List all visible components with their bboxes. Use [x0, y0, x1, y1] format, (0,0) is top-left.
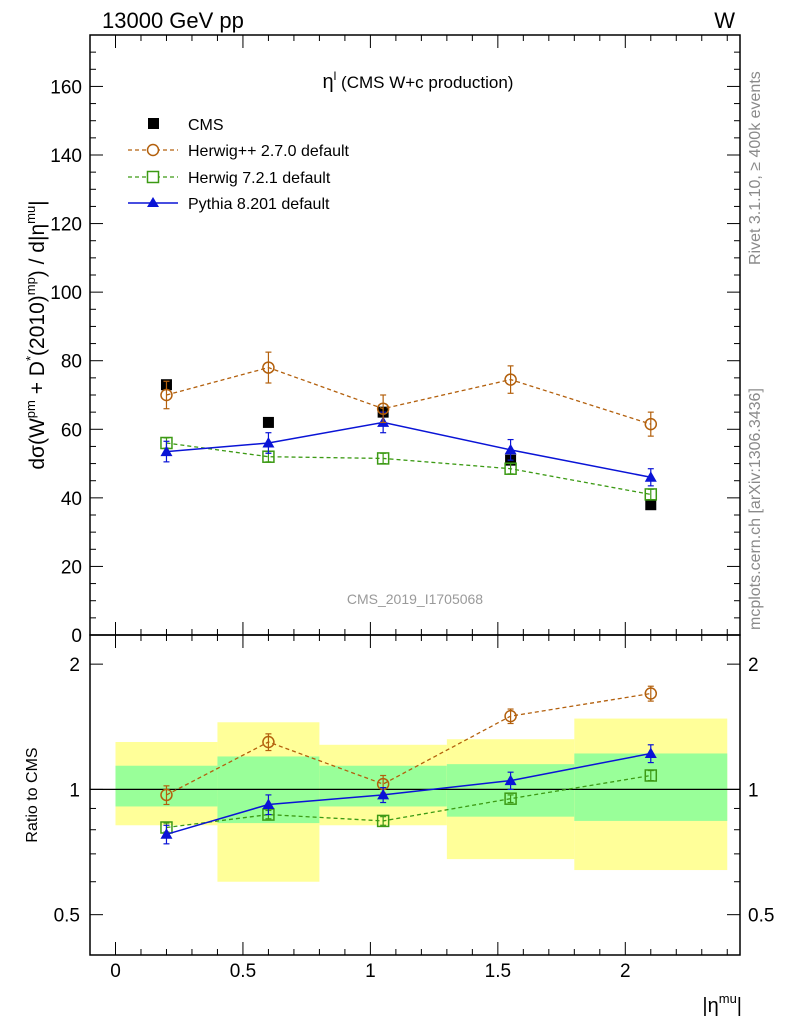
main-point-herwigpp [262, 361, 275, 374]
ratio-point-herwigpp [504, 709, 517, 723]
ratio-point-herwigpp [262, 735, 275, 749]
legend-label-herwig7: Herwig 7.2.1 default [188, 170, 331, 187]
y-tick-label: 80 [61, 352, 82, 373]
main-point-pythia [262, 437, 275, 448]
main-line-pythia [166, 421, 651, 479]
ratio-point-pythia [644, 747, 657, 758]
header-process-label: W [714, 8, 735, 33]
main-point-herwigpp [504, 373, 517, 386]
y-tick-label: 160 [50, 77, 82, 98]
legend-marker-pythia [147, 197, 159, 207]
ratio-point-pythia [504, 774, 517, 786]
x-tick-label: 2 [620, 961, 631, 982]
legend-marker-cms [148, 118, 159, 129]
x-tick-label: 0 [110, 961, 121, 982]
y-tick-label: 60 [61, 420, 82, 441]
y-tick-label: 120 [50, 215, 82, 236]
main-y-axis-label: dσ(Wpm + D*(2010)mp) / d|ηmu| [23, 200, 49, 469]
analysis-watermark: CMS_2019_I1705068 [347, 591, 483, 607]
legend-label-cms: CMS [188, 117, 224, 134]
main-line-herwigpp [166, 366, 651, 425]
side-label-mcplots: mcplots.cern.ch [arXiv:1306.3436] [747, 388, 764, 630]
ratio-y-tick-label: 0.5 [54, 906, 80, 927]
ratio-point-pythia [160, 828, 173, 839]
side-label-rivet: Rivet 3.1.10, ≥ 400k events [747, 71, 764, 265]
ratio-y-tick-label: 2 [69, 655, 80, 676]
main-point-herwigpp [644, 417, 658, 431]
ratio-line-herwigpp [166, 692, 651, 796]
main-point-pythia [644, 471, 657, 482]
ratio-y-tick-label-right: 2 [748, 655, 759, 676]
ratio-y-tick-label: 1 [69, 780, 80, 801]
legend-label-herwigpp: Herwig++ 2.7.0 default [188, 143, 350, 160]
plot-title: ηl (CMS W+c production) [323, 69, 514, 93]
ratio-y-axis-label: Ratio to CMS [24, 747, 41, 842]
main-point-herwig7 [644, 488, 658, 501]
x-axis-label: |ηmu| [702, 991, 742, 1017]
x-tick-label: 1 [365, 961, 376, 982]
ratio-point-pythia [377, 788, 390, 800]
legend: CMS Herwig++ 2.7.0 default Herwig 7.2.1 … [128, 117, 350, 213]
uncertainty-band-inner [574, 753, 728, 821]
x-tick-label: 0.5 [230, 961, 256, 982]
main-point-cms [262, 416, 274, 428]
ratio-plot-frame [89, 634, 741, 956]
y-tick-label: 140 [50, 146, 82, 167]
main-line-herwig7 [166, 442, 651, 496]
main-point-herwigpp [376, 402, 390, 415]
main-point-pythia [504, 443, 517, 455]
main-point-herwig7 [504, 462, 517, 475]
y-tick-label: 20 [61, 557, 82, 578]
ratio-point-herwigpp [160, 788, 173, 802]
main-point-herwigpp [160, 388, 173, 402]
ratio-point-herwig7 [376, 814, 390, 828]
main-point-pythia [160, 445, 173, 457]
y-tick-label: 100 [50, 283, 82, 304]
ratio-point-herwig7 [644, 769, 658, 782]
y-tick-label: 40 [61, 489, 82, 510]
header-energy-label: 13000 GeV pp [102, 8, 244, 33]
ratio-point-herwigpp [644, 687, 658, 700]
y-tick-label: 0 [71, 626, 82, 647]
legend-label-pythia: Pythia 8.201 default [188, 196, 330, 213]
ratio-y-tick-label-right: 1 [748, 780, 759, 801]
ratio-point-pythia [262, 798, 275, 809]
x-tick-label: 1.5 [485, 961, 511, 982]
ratio-y-tick-label-right: 0.5 [748, 906, 774, 927]
main-point-herwig7 [376, 452, 390, 465]
ratio-point-herwig7 [504, 792, 517, 805]
legend-marker-herwigpp [146, 143, 160, 157]
legend-marker-herwig7 [146, 170, 160, 184]
main-point-cms [645, 499, 657, 511]
